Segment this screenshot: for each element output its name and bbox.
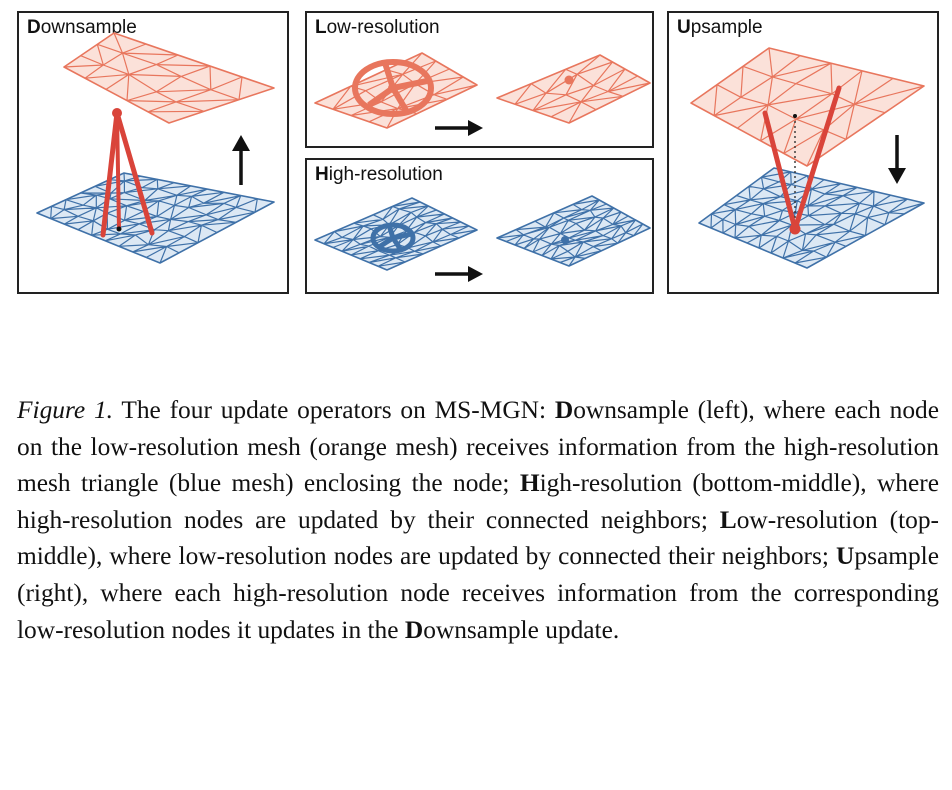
upsample-panel: Upsample [667,11,939,294]
link-edge [114,110,155,236]
high-res-mesh [36,172,275,264]
low-res-mesh [496,54,651,124]
mesh-node [561,236,569,244]
figure-caption: Figure 1. The four update operators on M… [17,396,939,644]
right-arrow-icon [435,266,483,282]
downsample-diagram [36,32,275,264]
figure-label: Figure 1. [17,396,113,424]
low-res-mesh [63,32,275,124]
high-res-mesh [314,197,478,271]
right-arrow-icon [435,120,483,136]
link-edge [100,110,120,238]
downsample-panel: Downsample [17,11,289,294]
mesh-node [116,226,122,232]
high-res-mesh [496,195,651,267]
link-edge [762,110,798,232]
down-arrow-icon [888,135,906,184]
low-resolution-title: Low-resolution [315,17,440,38]
downsample-title: Downsample [27,17,137,38]
low-resolution-panel: Low-resolution [305,11,654,148]
up-arrow-icon [232,135,250,185]
upsample-diagram [690,47,925,269]
high-resolution-panel: High-resolution [305,158,654,294]
link-edge [792,85,842,232]
mesh-node [112,108,122,118]
low-res-mesh [690,47,925,167]
mesh-node [789,223,801,235]
low-resolution-diagram [314,52,651,136]
upsample-title: Upsample [677,17,763,38]
link-edge [115,111,121,231]
high-resolution-title: High-resolution [315,164,443,185]
stencil-wheel [370,222,416,254]
high-resolution-diagram [314,195,651,282]
mesh-node [564,75,574,85]
stencil-wheel [352,59,434,117]
mesh-node [793,114,797,118]
